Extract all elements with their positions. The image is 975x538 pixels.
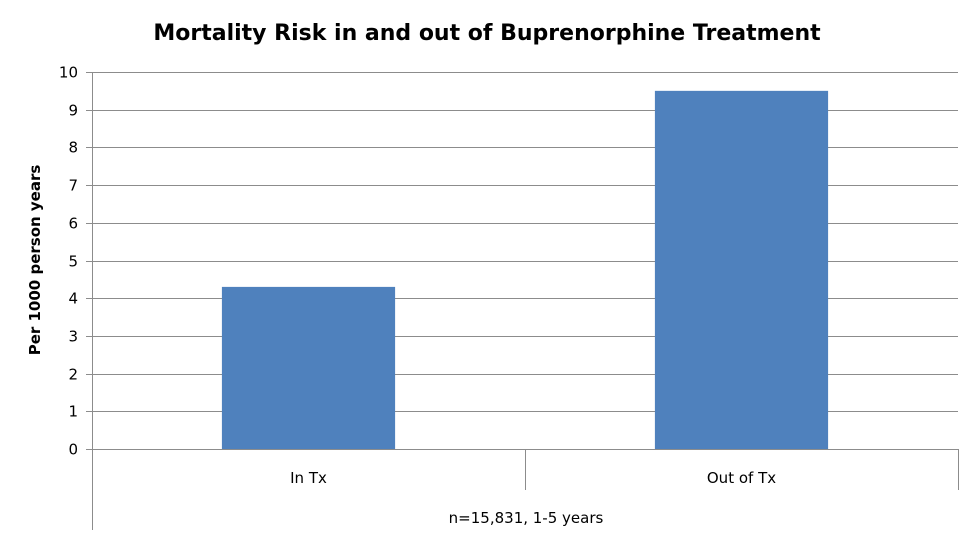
y-tick-label: 9 [68, 102, 78, 120]
y-tick-label: 7 [68, 177, 78, 195]
bar-out-of-tx [654, 90, 829, 449]
y-tick-label: 0 [68, 441, 78, 459]
y-tick-label: 10 [59, 64, 78, 82]
bar-in-tx [221, 286, 396, 449]
x-category-label: Out of Tx [707, 469, 776, 487]
x-axis-title: n=15,831, 1-5 years [449, 509, 604, 527]
category-labels: In Tx Out of Tx [290, 469, 776, 487]
y-tick-label: 1 [68, 403, 78, 421]
y-tick-label: 5 [68, 253, 78, 271]
bars [221, 90, 829, 449]
y-tick-label: 3 [68, 328, 78, 346]
y-tick-label: 8 [68, 139, 78, 157]
x-category-label: In Tx [290, 469, 327, 487]
axes [86, 72, 959, 530]
chart-title: Mortality Risk in and out of Buprenorphi… [153, 21, 821, 46]
y-tick-label: 6 [68, 215, 78, 233]
y-tick-labels: 0 1 2 3 4 5 6 7 8 9 10 [59, 64, 78, 459]
y-axis-title: Per 1000 person years [26, 165, 44, 356]
y-tick-label: 4 [68, 290, 78, 308]
y-tick-label: 2 [68, 366, 78, 384]
